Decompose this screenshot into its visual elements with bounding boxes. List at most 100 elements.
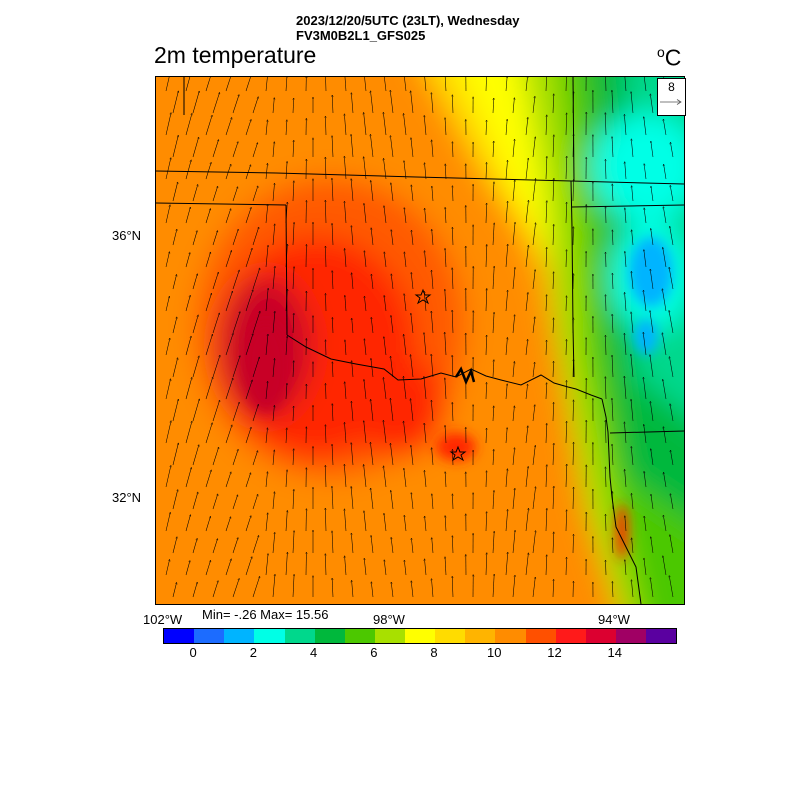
wind-arrow-icon (546, 247, 547, 268)
wind-arrow-icon (293, 406, 294, 422)
wind-arrow-icon (265, 554, 268, 576)
wind-arrow-icon (286, 120, 287, 136)
wind-arrow-icon (192, 137, 199, 158)
wind-arrow-icon (512, 530, 515, 554)
wind-arrow-icon (205, 423, 212, 444)
wind-arrow-icon (512, 315, 515, 334)
wind-arrow-icon (432, 270, 434, 290)
wind-arrow-icon (285, 336, 287, 356)
wind-arrow-icon (345, 422, 347, 444)
wind-arrow-icon (172, 537, 177, 554)
wind-arrow-icon (663, 515, 667, 532)
wind-arrow-icon (546, 465, 547, 488)
wind-arrow-icon (643, 77, 647, 92)
wind-arrow-icon (573, 134, 574, 158)
wind-arrow-icon (632, 186, 634, 202)
wind-arrow-icon (232, 95, 239, 114)
kansas-missouri-north-border (572, 77, 575, 182)
wind-arrow-icon (525, 466, 528, 488)
wind-arrow-icon (325, 157, 326, 180)
wind-arrow-icon (625, 162, 627, 180)
min-max-label: Min= -.26 Max= 15.56 (202, 607, 329, 622)
wind-arrow-icon (566, 464, 567, 488)
wind-arrow-icon (644, 250, 647, 268)
wind-arrow-icon (505, 119, 507, 136)
wind-arrow-icon (232, 356, 240, 378)
wind-arrow-icon (512, 98, 514, 114)
wind-arrow-icon (566, 113, 567, 136)
reference-vector-label: 8 (668, 80, 675, 94)
wind-arrow-icon (625, 208, 627, 224)
wind-arrow-icon (285, 383, 287, 400)
wind-arrow-icon (486, 335, 487, 356)
wind-arrow-icon (525, 384, 528, 400)
wind-vectors (165, 77, 674, 598)
colorbar-swatch (194, 629, 225, 643)
wind-arrow-icon (553, 272, 554, 290)
wind-arrow-icon (272, 574, 275, 598)
wind-arrow-icon (485, 77, 487, 92)
wind-arrow-icon (486, 244, 487, 268)
wind-arrow-icon (403, 376, 407, 400)
wind-arrow-icon (371, 358, 374, 378)
wind-arrow-icon (492, 182, 494, 202)
wind-arrow-icon (512, 488, 515, 510)
wind-arrow-icon (650, 401, 654, 422)
wind-arrow-icon (612, 398, 614, 422)
wind-arrow-icon (391, 537, 394, 554)
wind-arrow-icon (624, 77, 627, 92)
wind-arrow-icon (670, 404, 674, 422)
colorbar-tick-label: 4 (309, 645, 318, 660)
wind-arrow-icon (245, 207, 251, 224)
wind-arrow-icon (364, 251, 367, 268)
wind-arrow-icon (512, 139, 515, 158)
wind-arrow-icon (390, 398, 394, 422)
colorbar-swatch (314, 629, 345, 643)
cyan-zone-north (591, 112, 684, 222)
wind-arrow-icon (625, 469, 627, 488)
wind-arrow-icon (650, 311, 654, 334)
wind-arrow-icon (606, 252, 607, 268)
wind-arrow-icon (411, 313, 414, 334)
red-zone-east (356, 357, 446, 457)
wind-arrow-icon (225, 291, 233, 312)
wind-arrow-icon (192, 399, 199, 422)
wind-arrow-icon (424, 291, 427, 312)
wind-arrow-icon (265, 204, 268, 224)
wind-arrow-icon (371, 535, 374, 554)
wind-arrow-icon (371, 582, 374, 598)
wind-arrow-icon (650, 269, 654, 290)
wind-arrow-icon (272, 183, 275, 202)
wind-arrow-icon (192, 274, 197, 290)
wind-arrow-icon (265, 288, 268, 312)
wind-arrow-icon (232, 187, 238, 202)
wind-arrow-icon (445, 557, 447, 576)
wind-arrow-icon (663, 119, 667, 136)
wind-arrow-icon (245, 427, 251, 444)
wind-arrow-icon (352, 580, 354, 598)
wind-arrow-icon (351, 486, 354, 510)
wind-arrow-icon (670, 142, 674, 158)
missouri-arkansas-horizontal (571, 204, 684, 208)
wind-arrow-icon (486, 288, 487, 312)
wind-arrow-icon (425, 559, 427, 576)
wind-arrow-icon (390, 136, 394, 158)
wind-arrow-icon (212, 400, 220, 422)
wind-arrow-icon (265, 513, 268, 532)
wind-arrow-icon (532, 223, 536, 246)
wind-arrow-icon (553, 402, 554, 422)
wind-arrow-icon (364, 558, 367, 576)
wind-arrow-icon (165, 113, 171, 136)
wind-arrow-icon (612, 90, 614, 114)
wind-arrow-icon (445, 207, 446, 224)
wind-arrow-icon (212, 313, 219, 334)
wind-arrow-icon (486, 428, 487, 444)
wind-arrow-icon (325, 246, 326, 268)
wind-arrow-icon (332, 404, 333, 422)
wind-arrow-icon (225, 472, 231, 488)
wind-arrow-icon (252, 227, 259, 246)
wind-arrow-icon (532, 577, 535, 598)
wind-arrow-icon (225, 117, 232, 136)
wind-arrow-icon (165, 158, 171, 180)
wind-arrow-icon (232, 229, 238, 246)
